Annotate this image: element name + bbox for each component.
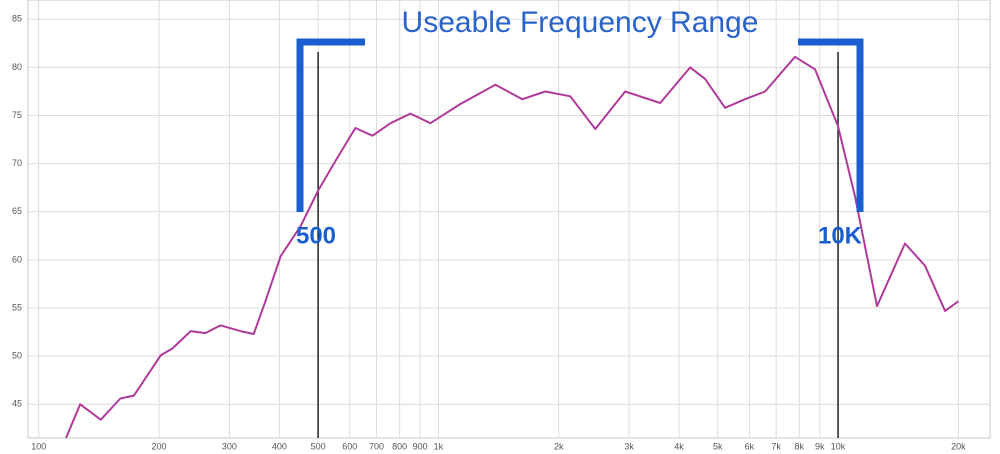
x-tick-label: 200 bbox=[152, 441, 167, 451]
right-bracket bbox=[798, 38, 864, 212]
plot-frame bbox=[27, 0, 991, 439]
x-tick-label: 600 bbox=[342, 441, 357, 451]
y-tick-label: 80 bbox=[12, 62, 22, 72]
chart-title: Useable Frequency Range bbox=[402, 6, 759, 39]
x-tick-label: 7k bbox=[771, 441, 781, 451]
response-line bbox=[65, 55, 959, 439]
x-tick-label: 6k bbox=[745, 441, 755, 451]
y-tick-label: 85 bbox=[12, 14, 22, 24]
x-tick-label: 9k bbox=[815, 441, 825, 451]
x-tick-label: 20k bbox=[951, 441, 966, 451]
x-tick-label: 10k bbox=[831, 441, 846, 451]
y-tick-label: 55 bbox=[12, 302, 22, 312]
x-tick-label: 400 bbox=[272, 441, 287, 451]
x-tick-label: 2k bbox=[554, 441, 564, 451]
x-tick-label: 1k bbox=[434, 441, 444, 451]
y-tick-label: 70 bbox=[12, 158, 22, 168]
x-tick-label: 100 bbox=[31, 441, 46, 451]
y-tick-label: 45 bbox=[12, 399, 22, 409]
y-tick-label: 60 bbox=[12, 254, 22, 264]
x-tick-label: 8k bbox=[795, 441, 805, 451]
x-tick-label: 900 bbox=[413, 441, 428, 451]
x-tick-label: 300 bbox=[222, 441, 237, 451]
left-bracket bbox=[296, 38, 365, 212]
y-tick-label: 75 bbox=[12, 110, 22, 120]
y-tick-label: 65 bbox=[12, 206, 22, 216]
x-tick-label: 5k bbox=[713, 441, 723, 451]
grid: 45 50 55 60 65 70 75 80 85 100 200 300 400 500 600 700 8… bbox=[12, 0, 991, 451]
x-tick-label: 500 bbox=[311, 441, 326, 451]
bracket bbox=[296, 38, 864, 212]
x-tick-label: 800 bbox=[392, 441, 407, 451]
x-tick-label: 4k bbox=[674, 441, 684, 451]
annotation: 10K bbox=[818, 222, 863, 249]
annotation: 500 bbox=[296, 222, 336, 249]
plot bbox=[65, 52, 959, 439]
x-tick-label: 3k bbox=[624, 441, 634, 451]
y-tick-label: 50 bbox=[12, 351, 22, 361]
x-tick-label: 700 bbox=[369, 441, 384, 451]
